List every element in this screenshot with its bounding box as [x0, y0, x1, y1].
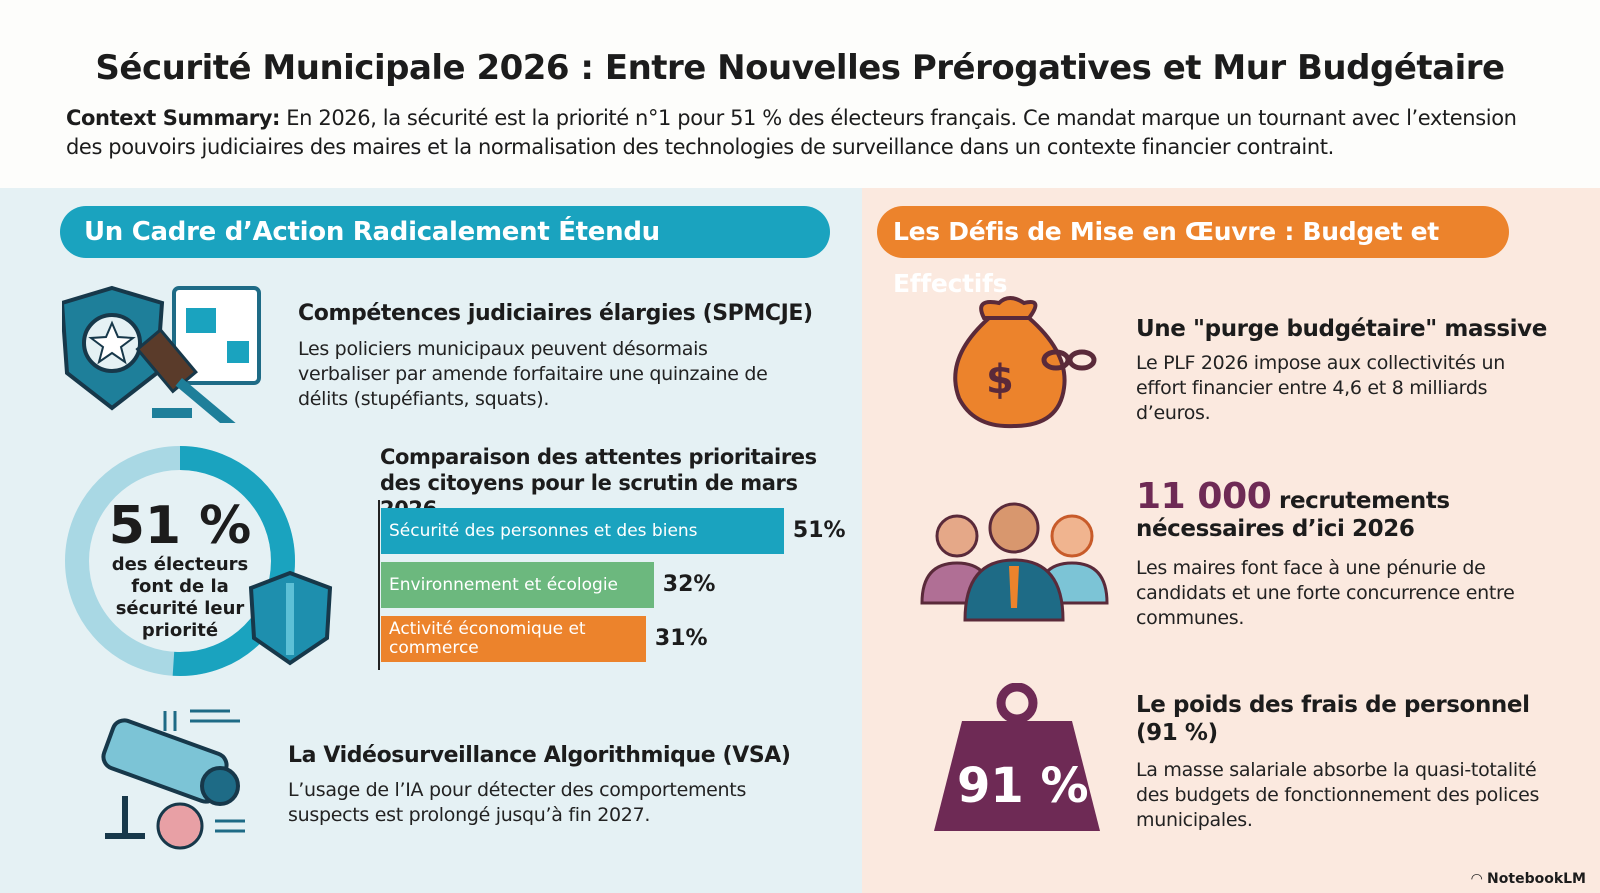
personnel-title: Le poids des frais de personnel (91 %) [1136, 692, 1530, 746]
chart-bar: Environnement et écologie [381, 562, 654, 608]
badge-gavel-icon [62, 285, 261, 423]
page-title: Sécurité Municipale 2026 : Entre Nouvell… [95, 48, 1505, 88]
budget-text: Le PLF 2026 impose aux collectivités un … [1136, 352, 1505, 424]
shield-icon [248, 570, 333, 666]
header: Sécurité Municipale 2026 : Entre Nouvell… [0, 0, 1600, 188]
weight-label: 91 % [957, 758, 1089, 814]
budget-title: Une "purge budgétaire" massive [1136, 316, 1547, 342]
recrutement-title: 11 000 recrutements nécessaires d’ici 20… [1136, 479, 1556, 543]
context-summary: Context Summary: En 2026, la sécurité es… [66, 104, 1546, 162]
donut-chart [65, 446, 333, 676]
donut-label: 51 % des électeurs font de la sécurité l… [80, 498, 280, 642]
recrutement-number: 11 000 [1136, 476, 1272, 517]
chart-bar-value-label: 31% [654, 626, 708, 651]
summary-label: Context Summary: [66, 106, 281, 130]
chart-bar: Sécurité des personnes et des biens [381, 508, 784, 554]
notebooklm-logo: ◠ NotebookLM [1471, 871, 1586, 887]
recrutement-title-rest: recrutements nécessaires d’ici 2026 [1136, 488, 1450, 542]
personnel-text: La masse salariale absorbe la quasi-tota… [1136, 759, 1540, 831]
competences-text: Les policiers municipaux peuvent désorma… [298, 338, 768, 410]
money-bag-broken-chain-icon: $ [953, 296, 1097, 429]
recrutement-text: Les maires font face à une pénurie de ca… [1136, 557, 1515, 629]
weight-icon [934, 683, 1100, 831]
recruits-people-icon [920, 502, 1109, 622]
chart-bar: Activité économique et commerce [381, 616, 646, 662]
competences-title: Compétences judiciaires élargies (SPMCJE… [298, 301, 813, 326]
chart-bar-value-label: 32% [662, 572, 716, 597]
section-title-right: Les Défis de Mise en Œuvre : Budget et E… [877, 206, 1509, 298]
summary-text: En 2026, la sécurité est la priorité n°1… [66, 106, 1517, 159]
camera-brain-icon [101, 709, 245, 850]
left-panel: Un Cadre d’Action Radicalement Étendu Co… [0, 188, 862, 893]
vsa-text: L’usage de l’IA pour détecter des compor… [288, 779, 747, 826]
notebooklm-icon: ◠ [1471, 871, 1488, 887]
donut-value: 51 % [108, 496, 252, 556]
chart-axis [378, 500, 380, 670]
right-panel: Les Défis de Mise en Œuvre : Budget et E… [862, 188, 1600, 893]
section-title-left: Un Cadre d’Action Radicalement Étendu [60, 206, 830, 258]
donut-arc [65, 446, 295, 676]
svg-text:$: $ [986, 357, 1014, 403]
donut-caption: des électeurs font de la sécurité leur p… [111, 554, 249, 641]
vsa-title: La Vidéosurveillance Algorithmique (VSA) [288, 743, 791, 768]
chart-bar-value-label: 51% [792, 518, 846, 543]
